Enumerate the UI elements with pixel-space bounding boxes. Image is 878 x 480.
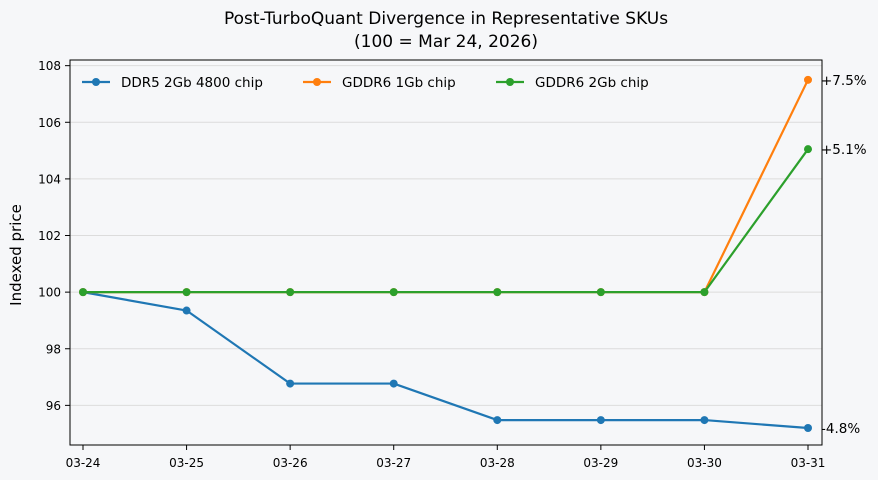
y-tick-label: 104 [38, 172, 61, 186]
legend-label: GDDR6 2Gb chip [535, 75, 649, 91]
data-point [700, 416, 709, 425]
x-tick-label: 03-25 [169, 456, 204, 470]
data-point [79, 288, 87, 297]
legend-label: GDDR6 1Gb chip [342, 75, 456, 91]
y-axis-label: Indexed price [7, 204, 25, 306]
data-point [493, 288, 502, 297]
plot-area-frame [69, 59, 823, 446]
data-point [804, 75, 812, 84]
data-point [182, 306, 191, 315]
series-layer [79, 75, 812, 433]
legend: DDR5 2Gb 4800 chip GDDR6 1Gb chip GDDR6 2G… [82, 75, 649, 91]
chart-subtitle: (100 = Mar 24, 2026) [354, 32, 538, 52]
y-tick-label: 106 [38, 116, 61, 130]
y-tick-label: 108 [38, 59, 61, 73]
y-tick-label: 96 [46, 399, 61, 413]
data-point [700, 288, 709, 297]
x-tick-label: 03-24 [66, 456, 101, 470]
end-annotations: -4.8% +7.5% +5.1% [821, 73, 867, 437]
chart-title: Post-TurboQuant Divergence in Representa… [224, 9, 668, 29]
data-point [389, 379, 398, 388]
data-point [596, 288, 605, 297]
y-tick-label: 102 [38, 229, 61, 243]
end-label: +7.5% [821, 73, 867, 89]
series-line-2 [83, 148, 809, 294]
data-point [804, 145, 812, 154]
x-tick-label: 03-27 [376, 456, 411, 470]
end-label: -4.8% [821, 421, 860, 437]
data-point [286, 288, 295, 297]
data-point [182, 288, 191, 297]
legend-marker [92, 78, 100, 86]
x-tick-label: 03-29 [583, 456, 618, 470]
y-tick-label: 100 [38, 286, 61, 300]
legend-label: DDR5 2Gb 4800 chip [121, 75, 263, 91]
x-tick-label: 03-30 [687, 456, 722, 470]
data-point [286, 379, 295, 388]
end-label: +5.1% [821, 142, 867, 158]
x-tick-label: 03-28 [480, 456, 515, 470]
y-tick-label: 98 [46, 342, 61, 356]
axes: 96 98 100 102 104 106 108 03-24 03-25 03-26 03-27 0… [38, 59, 825, 470]
series-line-0 [82, 291, 809, 430]
legend-marker [313, 78, 321, 86]
legend-marker [506, 78, 514, 86]
data-point [804, 424, 812, 433]
x-tick-label: 03-31 [791, 456, 826, 470]
data-point [493, 416, 502, 425]
data-point [596, 416, 605, 425]
data-point [389, 288, 398, 297]
x-tick-label: 03-26 [273, 456, 308, 470]
